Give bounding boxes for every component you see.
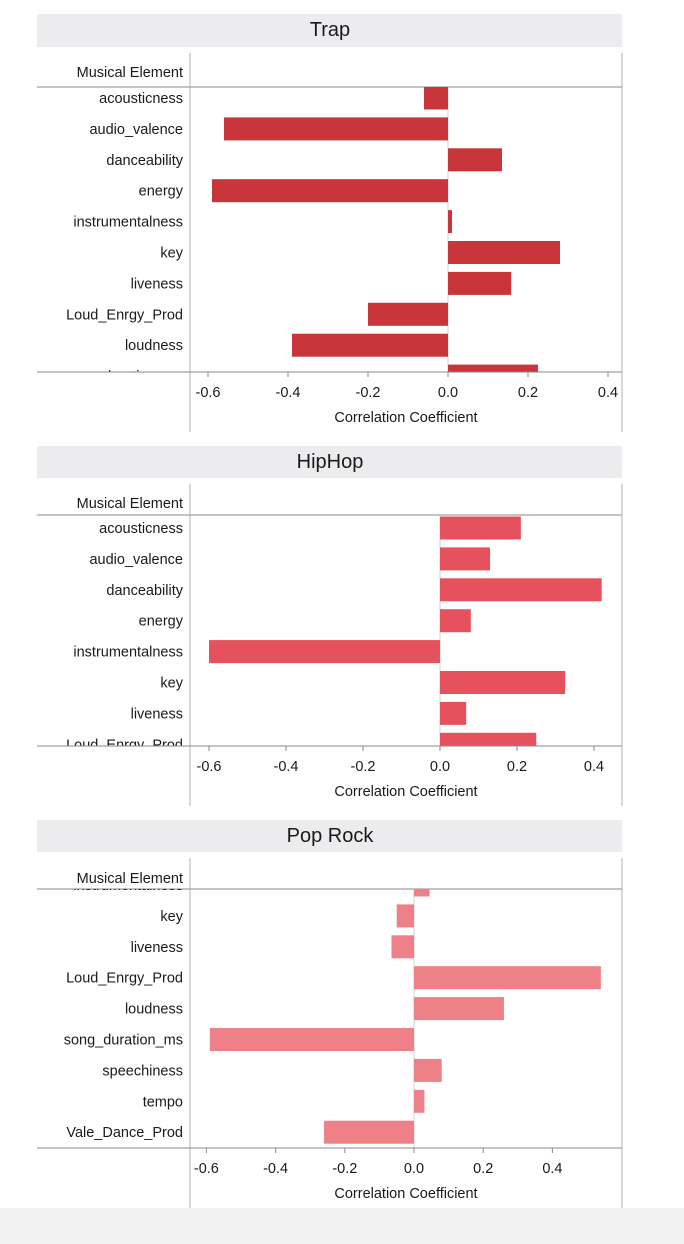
- category-label: tempo: [143, 1094, 183, 1110]
- x-tick-label: -0.2: [351, 759, 376, 775]
- bar-liveness: [440, 701, 467, 725]
- x-tick-label: -0.4: [274, 759, 299, 775]
- bar-song_duration_ms: [448, 364, 538, 372]
- x-tick-label: 0.0: [430, 759, 450, 775]
- row-header-label: Musical Element: [77, 496, 183, 512]
- category-label: song_duration_ms: [64, 369, 183, 385]
- bar-key: [396, 904, 414, 928]
- row-header-label: Musical Element: [77, 871, 183, 887]
- category-label: key: [160, 909, 183, 925]
- x-tick-label: 0.2: [507, 759, 527, 775]
- bar-instrumentalness: [448, 210, 452, 234]
- category-label: liveness: [131, 940, 183, 956]
- title-band: [37, 446, 622, 478]
- bar-key: [440, 671, 566, 694]
- category-label: liveness: [131, 706, 183, 722]
- bar-song_duration_ms: [209, 1028, 414, 1051]
- bar-key: [448, 241, 560, 264]
- category-label: loudness: [125, 1002, 183, 1018]
- title-band: [37, 14, 622, 47]
- category-label: audio_valence: [89, 552, 183, 568]
- x-tick-label: 0.4: [542, 1161, 562, 1177]
- row-header-label: Musical Element: [77, 65, 183, 81]
- bar-liveness: [448, 271, 512, 295]
- bar-speechiness: [414, 1058, 442, 1082]
- bar-Vale_Dance_Prod: [324, 1120, 414, 1144]
- category-label: key: [160, 676, 183, 692]
- x-tick-label: -0.2: [356, 385, 381, 401]
- category-label: Loud_Enrgy_Prod: [66, 737, 183, 753]
- x-tick-label: 0.4: [598, 385, 618, 401]
- chart-title: HipHop: [297, 451, 364, 473]
- category-label: liveness: [131, 276, 183, 292]
- bar-instrumentalness: [209, 640, 440, 664]
- bar-energy: [212, 179, 448, 203]
- x-tick-label: -0.4: [263, 1161, 288, 1177]
- rows: acousticness audio_valence danceability ene…: [66, 515, 602, 753]
- bar-charts: Trap Musical Element acousticness audio_val…: [37, 14, 623, 1208]
- bar-Loud_Enrgy_Prod: [414, 966, 601, 990]
- bar-acousticness: [424, 87, 448, 110]
- category-label: song_duration_ms: [64, 1033, 183, 1049]
- x-tick-label: 0.2: [518, 385, 538, 401]
- x-tick-label: -0.6: [194, 1161, 219, 1177]
- x-tick-label: -0.4: [276, 385, 301, 401]
- category-label: danceability: [106, 153, 183, 169]
- category-label: audio_valence: [89, 122, 183, 138]
- x-axis-label: Correlation Coefficient: [334, 784, 477, 800]
- category-label: acousticness: [99, 521, 183, 537]
- category-label: Loud_Enrgy_Prod: [66, 971, 183, 987]
- category-label: instrumentalness: [73, 645, 183, 661]
- bar-loudness: [414, 997, 504, 1021]
- bottom-strip: [0, 1208, 684, 1244]
- category-label: acousticness: [99, 91, 183, 107]
- chart-title: Pop Rock: [287, 825, 375, 847]
- chart-panel-1: HipHop Musical Element acousticness audio_v…: [37, 446, 623, 806]
- bar-tempo: [414, 1089, 425, 1113]
- bar-acousticness: [440, 516, 521, 540]
- category-label: Vale_Dance_Prod: [66, 1125, 183, 1141]
- bar-Loud_Enrgy_Prod: [440, 732, 537, 746]
- x-axis-label: Correlation Coefficient: [334, 1186, 477, 1202]
- x-axis-label: Correlation Coefficient: [334, 410, 477, 426]
- category-label: speechiness: [102, 1063, 183, 1079]
- rows: instrumentalness key liveness Loud_Enrgy_Pr…: [64, 878, 601, 1148]
- x-tick-label: -0.6: [196, 385, 221, 401]
- chart-panel-0: Trap Musical Element acousticness audio_val…: [37, 14, 623, 432]
- bar-danceability: [440, 578, 602, 602]
- category-label: instrumentalness: [73, 215, 183, 231]
- x-tick-label: -0.6: [197, 759, 222, 775]
- x-tick-label: 0.4: [584, 759, 604, 775]
- x-tick-label: 0.0: [404, 1161, 424, 1177]
- rows: acousticness audio_valence danceability ene…: [64, 87, 560, 385]
- category-label: danceability: [106, 583, 183, 599]
- category-label: Loud_Enrgy_Prod: [66, 307, 183, 323]
- bar-loudness: [292, 333, 448, 357]
- x-tick-label: -0.2: [332, 1161, 357, 1177]
- bar-Loud_Enrgy_Prod: [368, 302, 448, 326]
- category-label: energy: [139, 184, 184, 200]
- bar-energy: [440, 609, 471, 633]
- category-label: loudness: [125, 338, 183, 354]
- bar-audio_valence: [224, 117, 448, 141]
- bar-danceability: [448, 148, 502, 172]
- x-tick-label: 0.0: [438, 385, 458, 401]
- bar-audio_valence: [440, 547, 491, 571]
- x-tick-label: 0.2: [473, 1161, 493, 1177]
- bar-instrumentalness: [414, 889, 430, 897]
- category-label: key: [160, 246, 183, 262]
- bar-liveness: [391, 935, 414, 959]
- category-label: instrumentalness: [73, 878, 183, 894]
- title-band: [37, 820, 622, 852]
- chart-title: Trap: [310, 19, 350, 41]
- category-label: energy: [139, 614, 184, 630]
